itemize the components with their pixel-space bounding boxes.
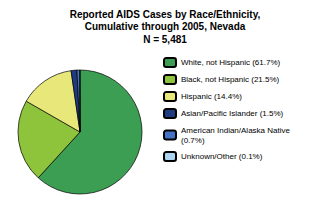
svg-text:Reported AIDS Cases by Race/Et: Reported AIDS Cases by Race/Ethnicity, xyxy=(70,9,261,20)
svg-text:Asian/Pacific Islander (1.5%): Asian/Pacific Islander (1.5%) xyxy=(181,109,284,118)
svg-text:Unknown/Other (0.1%): Unknown/Other (0.1%) xyxy=(181,152,263,161)
svg-text:N = 5,481: N = 5,481 xyxy=(143,34,187,45)
svg-text:(0.7%): (0.7%) xyxy=(181,136,205,145)
svg-text:Black, not Hispanic (21.5%): Black, not Hispanic (21.5%) xyxy=(181,75,280,84)
svg-text:White, not Hispanic (61.7%): White, not Hispanic (61.7%) xyxy=(181,58,280,67)
svg-text:American Indian/Alaska Native: American Indian/Alaska Native xyxy=(181,126,290,135)
svg-text:Hispanic (14.4%): Hispanic (14.4%) xyxy=(181,92,242,101)
svg-text:Cumulative through 2005, Nevad: Cumulative through 2005, Nevada xyxy=(85,21,246,32)
